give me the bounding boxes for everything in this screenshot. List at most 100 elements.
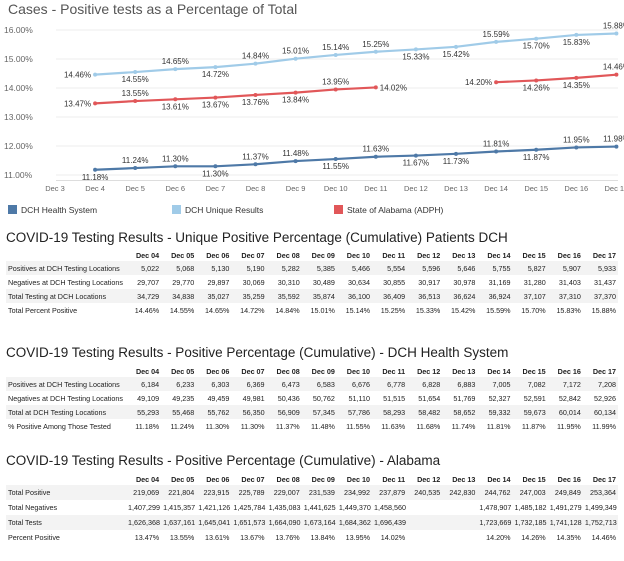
table-1-title: COVID-19 Testing Results - Unique Positi…: [6, 230, 508, 245]
column-header: Dec 13: [452, 475, 476, 484]
table-cell: 60,134: [582, 405, 618, 419]
table-cell: 5,646: [442, 261, 478, 275]
column-header: Dec 09: [311, 251, 335, 260]
table-cell: 1,651,573: [231, 515, 267, 530]
data-label: 11.63%: [363, 145, 390, 154]
table-cell: 50,762: [312, 393, 335, 403]
column-header: Dec 12: [417, 251, 441, 260]
data-label: 13.55%: [122, 89, 149, 98]
table-cell: 57,786: [336, 405, 372, 419]
table-cell: 5,190: [231, 261, 267, 275]
table-cell: 1,684,362: [336, 515, 372, 530]
table-cell: 31,280: [523, 277, 546, 287]
column-header: Dec 10: [346, 367, 370, 376]
table-cell: 14.46%: [591, 533, 616, 542]
table-cell: 51,769: [453, 393, 476, 403]
data-point: [213, 95, 218, 100]
column-header: Dec 06: [206, 475, 230, 484]
table-cell: 5,755: [477, 261, 513, 275]
table-cell: 51,654: [418, 393, 441, 403]
data-point: [293, 56, 298, 61]
column-header: Dec 06: [206, 251, 230, 260]
table-cell: 237,879: [371, 485, 408, 500]
data-point: [574, 75, 579, 80]
table-alabama: Dec 04 Dec 05 Dec 06 Dec 07 Dec 08 Dec 09 Dec …: [6, 474, 618, 545]
data-label: 14.35%: [563, 81, 590, 90]
table-cell: 242,830: [442, 485, 478, 500]
data-label: 11.95%: [563, 135, 590, 144]
column-header: Dec 05: [171, 251, 195, 260]
table-cell: 5,385: [301, 261, 337, 275]
table-cell: 36,513: [407, 289, 443, 303]
data-label: 11.30%: [162, 154, 189, 163]
table-cell: 13.67%: [240, 533, 265, 542]
table-row: Total Tests 1,626,368 1,637,161 1,645,041 1,…: [6, 515, 618, 530]
table-cell: 13.84%: [310, 533, 335, 542]
table-cell: 5,068: [161, 261, 197, 275]
table-unique-positive-dch: Dec 04 Dec 05 Dec 06 Dec 07 Dec 08 Dec 09 Dec …: [6, 250, 618, 317]
table-row: Positives at DCH Testing Locations 5,022 5…: [6, 261, 618, 275]
table-cell: 1,732,185: [512, 515, 548, 530]
legend-swatch: [8, 205, 17, 214]
x-tick-label: Dec 15: [524, 184, 548, 193]
data-point: [293, 90, 298, 95]
table-cell: 1,645,041: [196, 515, 232, 530]
table-cell: 49,235: [172, 393, 195, 403]
table-cell: 14.55%: [169, 305, 195, 315]
x-tick-label: Dec 7: [206, 184, 226, 193]
table-cell: 30,917: [418, 277, 441, 287]
x-tick-label: Dec 10: [324, 184, 348, 193]
table-2-title: COVID-19 Testing Results - Positive Perc…: [6, 345, 509, 360]
data-point: [93, 101, 98, 106]
table-3-title: COVID-19 Testing Results - Positive Perc…: [6, 453, 441, 468]
data-label: 11.87%: [523, 153, 550, 162]
x-tick-label: Dec 13: [444, 184, 468, 193]
column-header: Dec 06: [206, 367, 230, 376]
table-cell: 30,489: [312, 277, 335, 287]
table-cell: 1,435,083: [268, 503, 301, 512]
table-cell: 15.42%: [451, 305, 476, 315]
data-label: 14.46%: [603, 63, 624, 72]
x-tick-label: Dec 12: [404, 184, 428, 193]
table-cell: 15.01%: [310, 305, 335, 315]
x-tick-label: Dec 16: [564, 184, 588, 193]
column-header: Dec 08: [276, 475, 300, 484]
column-header: Dec 11: [382, 367, 406, 376]
data-label: 15.14%: [322, 43, 349, 52]
data-point: [93, 167, 98, 172]
data-point: [373, 49, 378, 54]
table-cell: 11.87%: [521, 421, 546, 431]
table-row: Total Negatives 1,407,299 1,415,357 1,421,1…: [6, 500, 618, 515]
table-row: Percent Positive 13.47% 13.55% 13.61% 13.67%…: [6, 530, 618, 545]
table-cell: 59,332: [477, 405, 513, 419]
data-point: [133, 166, 138, 171]
data-label: 13.84%: [282, 96, 309, 105]
column-header: Dec 14: [487, 367, 511, 376]
column-header: Dec 17: [592, 367, 616, 376]
table-cell: 244,762: [477, 485, 513, 500]
data-point: [494, 39, 499, 44]
row-label: % Positive Among Those Tested: [8, 421, 111, 431]
y-tick-label: 14.00%: [4, 83, 33, 93]
table-cell: 1,407,299: [128, 503, 160, 512]
table-row: Total Percent Positive 14.46% 14.55% 14.65%…: [6, 303, 618, 317]
table-cell: 240,535: [407, 485, 443, 500]
data-point: [413, 153, 418, 158]
data-label: 11.55%: [322, 162, 349, 171]
table-cell: 30,978: [453, 277, 476, 287]
column-header: Dec 08: [276, 367, 300, 376]
table-cell: 14.20%: [486, 533, 511, 542]
table-cell: 6,883: [442, 377, 478, 391]
data-point: [574, 145, 579, 150]
table-cell: 11.74%: [451, 421, 476, 431]
data-label: 14.26%: [523, 83, 550, 92]
table-cell: 11.63%: [381, 421, 406, 431]
table-row: Total at DCH Testing Locations 55,293 55,4…: [6, 405, 618, 419]
table-cell: 56,909: [266, 405, 302, 419]
row-label: Percent Positive: [8, 533, 60, 542]
column-header: Dec 14: [487, 251, 511, 260]
table-cell: 35,874: [301, 289, 337, 303]
table-cell: 1,499,349: [584, 503, 617, 512]
table-cell: 7,208: [582, 377, 618, 391]
data-label: 14.84%: [242, 52, 269, 61]
